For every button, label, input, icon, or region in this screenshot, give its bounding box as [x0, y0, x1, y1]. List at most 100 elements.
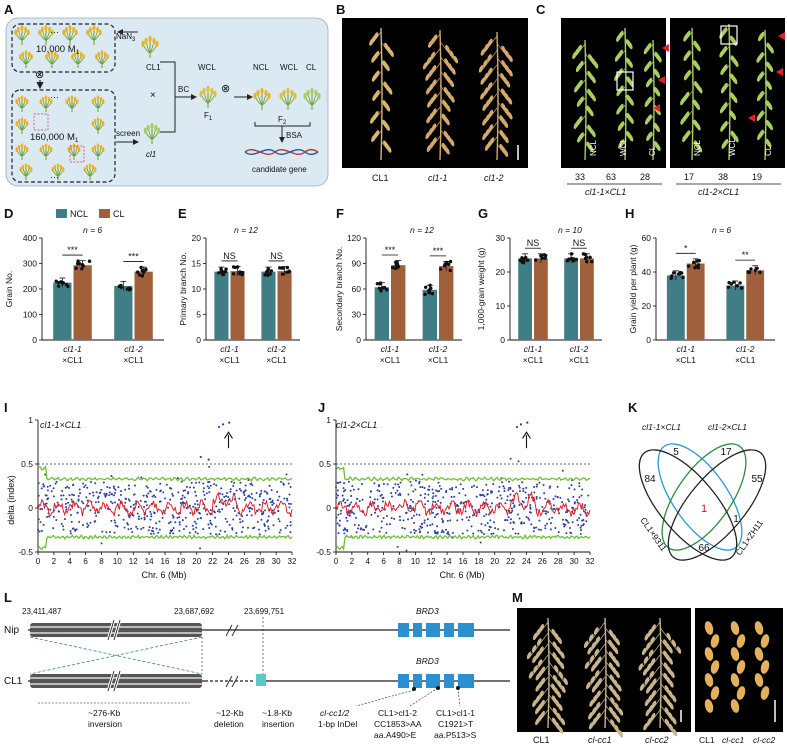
snp-point	[71, 500, 74, 503]
snp-point	[456, 519, 459, 522]
snp-point	[248, 510, 251, 513]
grain	[558, 671, 564, 679]
grain	[533, 665, 538, 673]
snp-point	[181, 519, 184, 522]
data-point	[382, 285, 387, 290]
snp-point	[273, 511, 276, 514]
snp-point	[162, 491, 165, 494]
snp-point	[535, 485, 538, 488]
grain	[650, 712, 656, 721]
grain	[645, 79, 651, 88]
f2-label: F2	[278, 115, 287, 126]
snp-point	[543, 492, 546, 495]
x-tick-label: 4	[366, 557, 371, 566]
plant-grain	[41, 144, 45, 150]
snp-point	[54, 482, 57, 485]
panel-c: C NCL WCL CL NCL WCL CL 33 63 28 17 38 1…	[536, 2, 785, 197]
snp-point	[486, 522, 489, 525]
grain	[666, 632, 672, 641]
snp-point	[206, 513, 209, 516]
data-point	[269, 269, 273, 273]
ellipsis-1: …	[50, 90, 59, 100]
plant-grain	[73, 96, 77, 102]
grain	[487, 82, 493, 90]
category-label: cl1-2	[736, 344, 755, 354]
plant-grain	[264, 89, 268, 97]
snp-point	[460, 501, 463, 504]
data-point	[584, 255, 589, 260]
grain	[563, 677, 568, 686]
cl1-mutant-label: cl1	[146, 150, 156, 159]
snp-point	[250, 492, 253, 495]
grain	[426, 115, 431, 124]
snp-point	[544, 497, 547, 500]
panel-h-n: n = 6	[712, 225, 731, 235]
snp-point	[496, 496, 499, 499]
snp-point	[466, 529, 469, 532]
plant-grain	[39, 99, 42, 104]
snp-point	[71, 484, 74, 487]
snp-point	[573, 488, 576, 491]
snp-point	[242, 491, 245, 494]
grain	[670, 670, 675, 679]
snp-point	[114, 501, 117, 504]
snp-point	[199, 455, 202, 459]
grain	[730, 673, 740, 687]
plant-icon	[65, 95, 79, 112]
plant-grain	[48, 26, 52, 33]
snp-point	[241, 520, 244, 523]
grain	[592, 717, 598, 725]
snp-point	[377, 505, 380, 508]
grain	[615, 715, 621, 723]
snp-point	[554, 495, 557, 498]
snp-point	[176, 516, 179, 519]
panel-l-label: L	[4, 590, 12, 605]
snp-point	[382, 483, 385, 486]
snp-point	[146, 515, 149, 518]
snp-point	[361, 498, 364, 501]
grain	[644, 99, 650, 108]
data-point	[266, 267, 270, 271]
grain	[449, 79, 455, 88]
snp-point	[158, 528, 161, 531]
snp-point	[60, 522, 63, 525]
grain	[730, 647, 740, 661]
grain	[487, 67, 493, 76]
snp-point	[568, 526, 571, 529]
grain	[576, 99, 582, 107]
snp-point	[346, 528, 349, 531]
grain	[595, 701, 601, 710]
plant-grain	[82, 54, 85, 60]
snp-point	[446, 532, 449, 535]
x-tick-label: 10	[411, 557, 420, 566]
legend-ncl-swatch	[56, 209, 67, 218]
grain	[507, 97, 513, 105]
snp-point	[169, 520, 172, 523]
snp-point	[340, 509, 343, 512]
panel-m-grain-2: cl-cc1	[722, 735, 744, 745]
snp-point	[114, 524, 117, 527]
indel-pointer	[355, 689, 415, 707]
snp-point	[188, 531, 191, 534]
snp-point	[568, 500, 571, 503]
bar-ncl	[564, 258, 578, 340]
y-tick-label: 20	[496, 267, 506, 277]
panicle	[478, 31, 513, 161]
cl1-2-dot	[436, 686, 440, 690]
snp-point	[398, 492, 401, 495]
snp-point	[413, 528, 416, 531]
snp-point	[243, 499, 246, 502]
bar-cl	[73, 265, 92, 340]
x-tick-label: 24	[224, 557, 233, 566]
snp-point	[280, 480, 283, 483]
x-tick-label: 30	[570, 557, 579, 566]
snp-point	[49, 508, 52, 511]
y-tick-label: 1	[28, 415, 33, 425]
grain	[487, 38, 493, 47]
plant-grain	[44, 25, 48, 31]
snp-point	[456, 503, 459, 506]
panel-g: G n = 10	[478, 206, 582, 235]
snp-point	[510, 507, 513, 510]
snp-point	[215, 533, 218, 536]
snp-point	[117, 514, 120, 517]
